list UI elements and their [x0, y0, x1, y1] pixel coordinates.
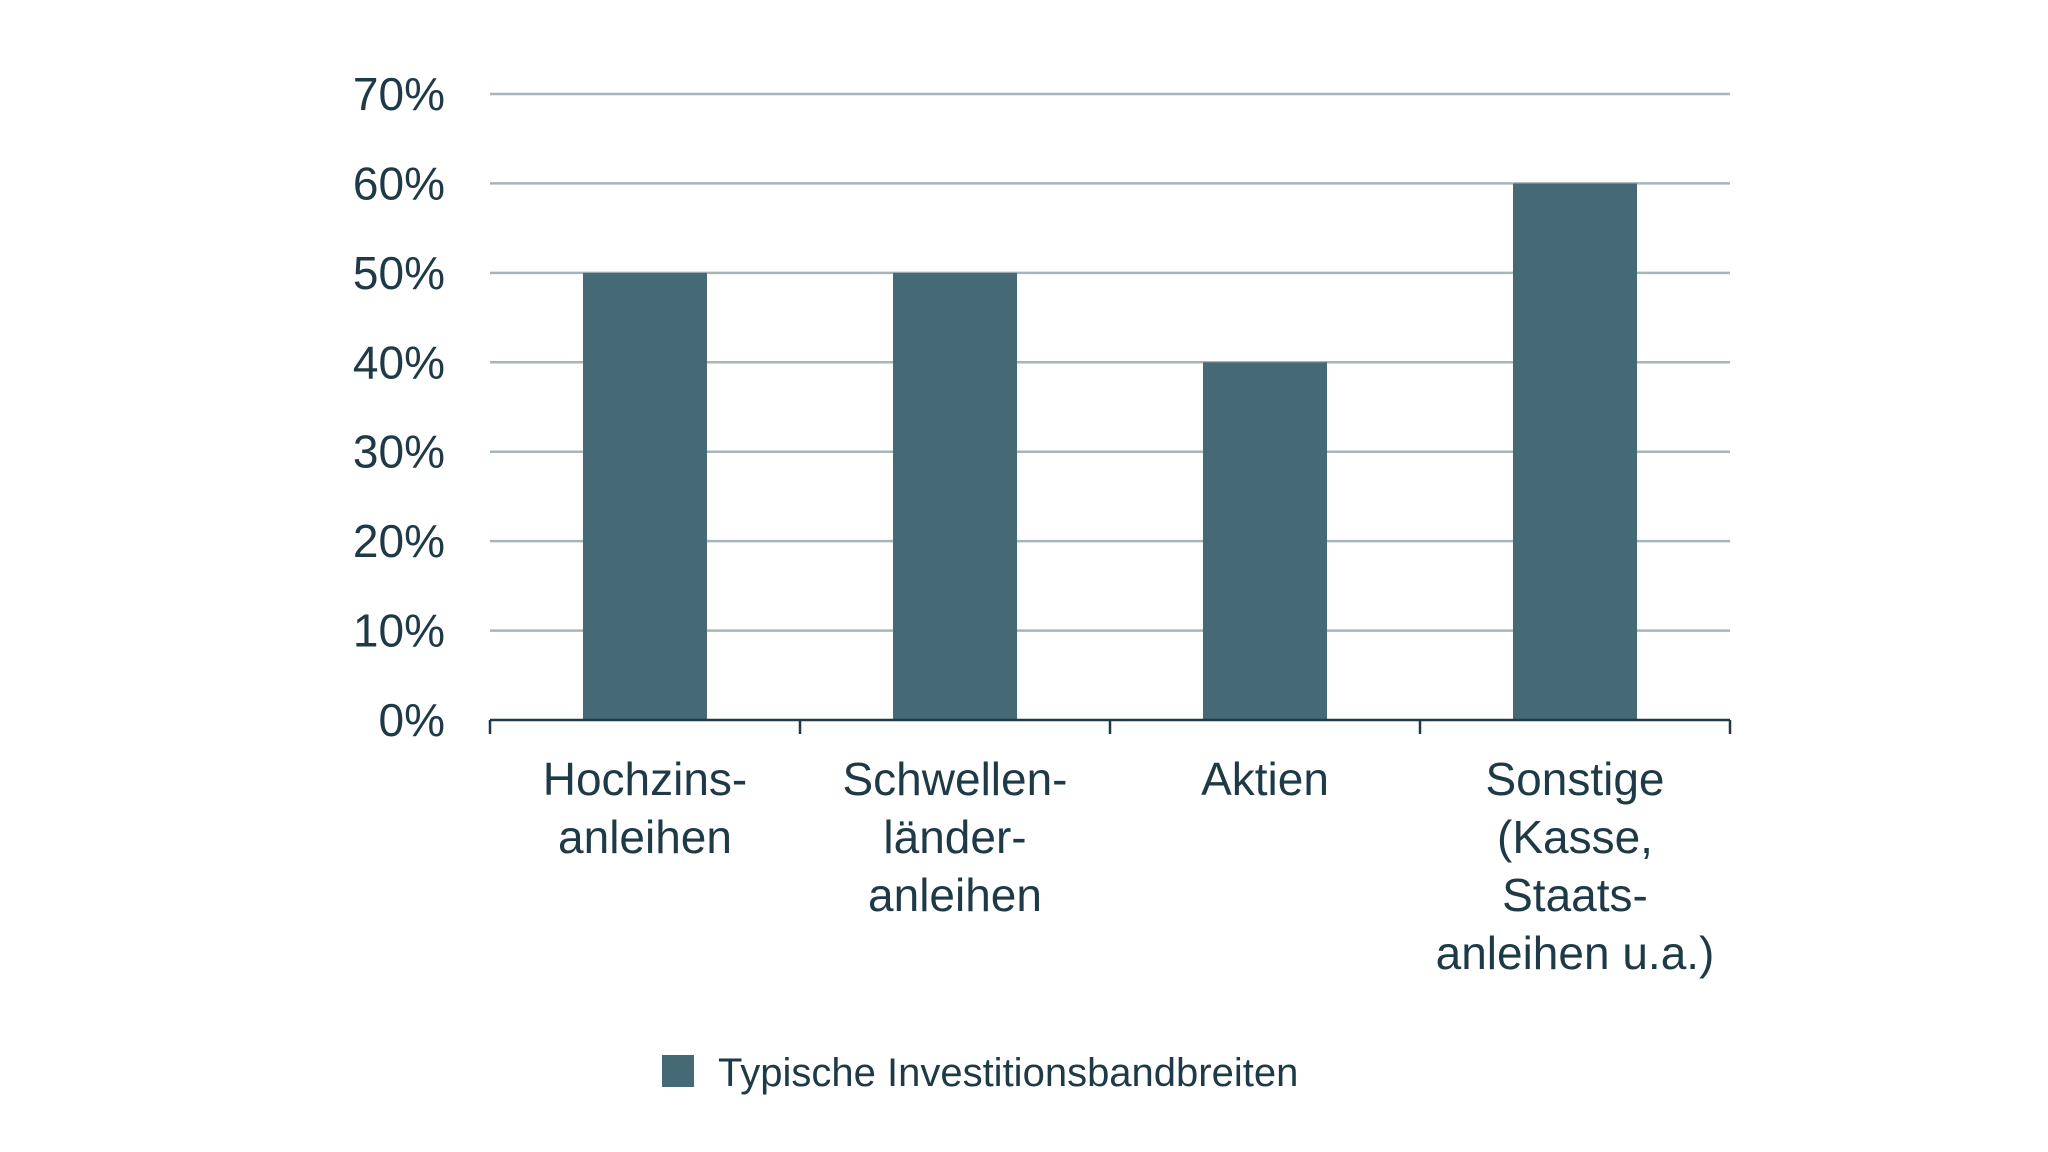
y-tick-label: 20%: [353, 515, 445, 567]
x-category-label-line: (Kasse,: [1497, 811, 1653, 863]
x-category-label-line: länder-: [883, 811, 1026, 863]
x-category-label-line: Schwellen-: [843, 753, 1068, 805]
x-category-label-line: Sonstige: [1485, 753, 1664, 805]
legend: Typische Investitionsbandbreiten: [662, 1051, 1298, 1095]
x-category-label: Hochzins-anleihen: [543, 753, 748, 863]
x-category-label-line: Hochzins-: [543, 753, 748, 805]
bars: [583, 183, 1637, 720]
x-category-label: Sonstige (Kasse, Staats-anleihen u.a.): [1436, 753, 1715, 979]
y-tick-label: 30%: [353, 426, 445, 478]
x-category-label-line: Aktien: [1201, 753, 1329, 805]
y-tick-label: 70%: [353, 68, 445, 120]
x-axis-category-labels: Hochzins-anleihenSchwellen-länder-anleih…: [543, 753, 1715, 979]
y-axis-tick-labels: 0% 10% 20% 30% 40% 50% 60% 70%: [353, 68, 445, 746]
bar: [893, 272, 1017, 720]
legend-label: Typische Investitionsbandbreiten: [718, 1051, 1298, 1095]
bar: [1203, 362, 1327, 720]
bar: [583, 272, 707, 720]
y-tick-label: 40%: [353, 336, 445, 388]
y-tick-label: 0%: [379, 694, 445, 746]
x-category-label: Schwellen-länder-anleihen: [843, 753, 1068, 921]
x-category-label: Aktien: [1201, 753, 1329, 805]
x-category-label-line: anleihen: [558, 811, 732, 863]
y-tick-label: 50%: [353, 247, 445, 299]
bar: [1513, 183, 1637, 720]
legend-swatch: [662, 1055, 694, 1087]
x-category-label-line: anleihen u.a.): [1436, 927, 1715, 979]
x-category-label-line: anleihen: [868, 869, 1042, 921]
x-category-label-line: Staats-: [1502, 869, 1648, 921]
x-axis: [488, 718, 1732, 734]
y-tick-label: 60%: [353, 157, 445, 209]
y-tick-label: 10%: [353, 605, 445, 657]
